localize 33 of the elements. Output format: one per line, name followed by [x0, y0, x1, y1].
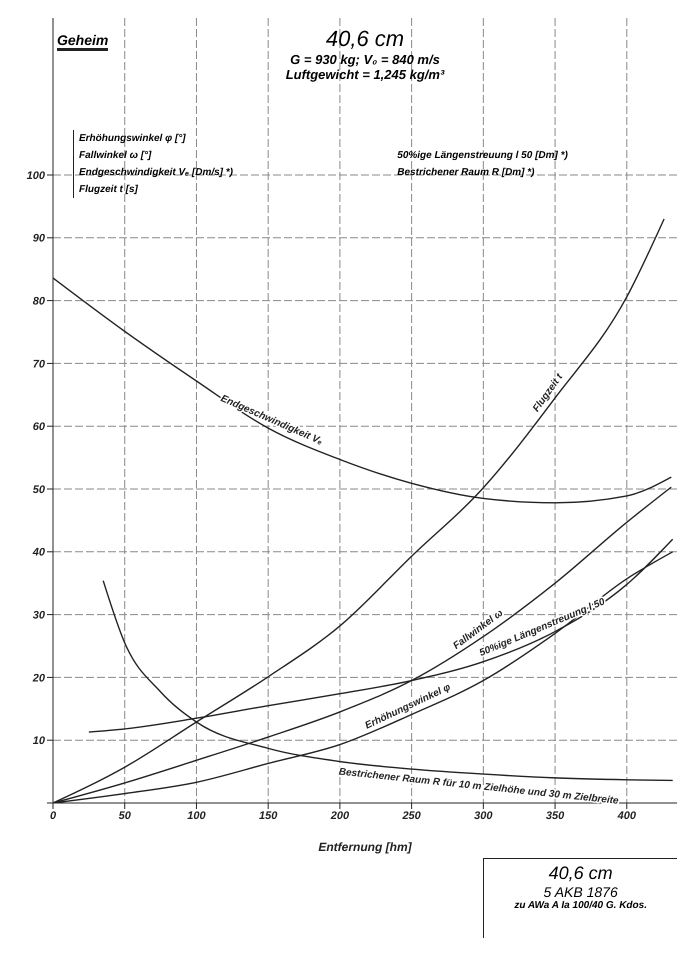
y-tick-label: 100: [26, 170, 46, 182]
y-tick-label: 10: [32, 735, 46, 748]
annotation: Geheim: [57, 32, 108, 51]
y-tick-label: 40: [32, 546, 46, 559]
x-tick-label: 300: [474, 810, 494, 822]
x-tick-label: 50: [118, 810, 132, 822]
y-tick-label: 70: [32, 358, 46, 370]
annotation: 50%ige Längenstreuung l 50 [Dm] *): [397, 149, 568, 163]
text: 40,6 cm: [548, 863, 614, 884]
x-tick-label: 250: [401, 810, 422, 822]
annotation: Endgeschwindigkeit Vₑ [Dm/s] *): [79, 166, 234, 180]
text: Bestrichener Raum R für 10 m Zielhöhe und 30 m Zielbreite: [338, 766, 620, 807]
text: zu AWa A Ia 100/40 G. Kdos.: [513, 900, 648, 911]
x-tick-label: 400: [616, 810, 637, 822]
y-tick-label: 90: [32, 232, 46, 245]
y-tick-label: 50: [32, 484, 46, 496]
chart-title: 40,6 cm: [326, 26, 404, 51]
x-tick-label: 0: [50, 810, 57, 822]
y-tick-label: 60: [32, 421, 46, 434]
x-tick-label: 350: [546, 810, 566, 822]
y-tick-label: 20: [32, 672, 46, 684]
x-tick-label: 200: [330, 810, 350, 822]
text: G = 930 kg; V₀ = 840 m/s Luftgewicht = 1,245 kg/m³: [284, 52, 446, 82]
annotation: Fallwinkel ω [°]: [79, 149, 152, 163]
annotation: Flugzeit t [s]: [79, 183, 139, 197]
annotation: Bestrichener Raum R [Dm] *): [397, 166, 536, 180]
y-tick-label: 80: [32, 296, 46, 308]
y-tick-label: 30: [32, 610, 46, 622]
x-axis-title: Entfernung [hm]: [318, 840, 413, 854]
x-tick-label: 100: [187, 810, 207, 822]
annotation: Erhöhungswinkel φ [°]: [79, 132, 187, 146]
x-tick-label: 150: [258, 810, 278, 822]
text: 5 AKB 1876: [542, 884, 619, 900]
